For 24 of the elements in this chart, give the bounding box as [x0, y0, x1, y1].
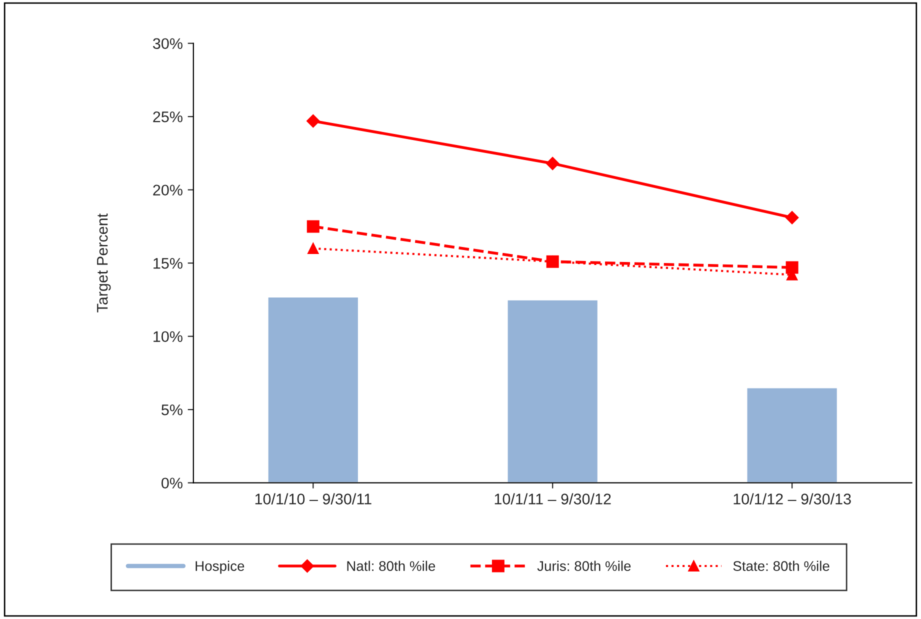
point [786, 261, 798, 274]
point [308, 242, 319, 254]
bar [266, 296, 360, 483]
legend-label: State: 80th %ile [733, 560, 830, 571]
point [306, 220, 320, 233]
point [306, 114, 320, 128]
y-tick-label: 30% [153, 38, 182, 50]
x-tick-label: 10/1/12 – 9/30/13 [734, 493, 851, 504]
y-tick-label: 20% [153, 184, 182, 196]
legend-label: Hospice [196, 560, 244, 574]
x-tick-label: 10/1/10 – 9/30/11 [255, 493, 372, 504]
y-tick-label: 25% [153, 111, 182, 122]
y-axis-title: Target Percent [97, 214, 111, 312]
legend-label: Natl: 80th %ile [347, 560, 436, 571]
y-tick-label: 10% [154, 331, 182, 342]
point [785, 211, 799, 224]
bar [506, 299, 599, 483]
y-tick-label: 5% [162, 404, 182, 416]
y-tick-label: 0% [162, 478, 182, 489]
x-tick-label: 10/1/11 – 9/30/12 [494, 493, 611, 504]
bar [746, 386, 838, 483]
legend-label: Juris: 80th %ile [537, 560, 631, 571]
y-tick-label: 15% [154, 258, 182, 269]
point [546, 156, 560, 170]
